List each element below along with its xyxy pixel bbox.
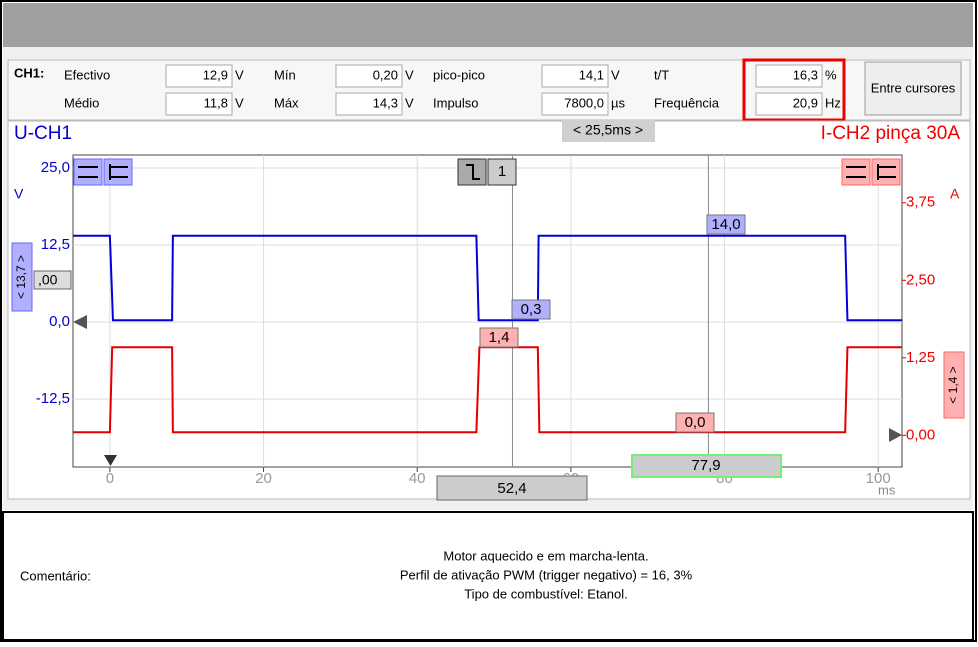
delta-box (562, 120, 655, 142)
readout: 1,4 (489, 329, 510, 346)
comment-line: Motor aquecido e em marcha-lenta. (443, 548, 648, 563)
measure-label: Médio (64, 95, 99, 110)
measure-box (541, 92, 609, 116)
readout: 14,0 (711, 216, 740, 233)
y2-tick-label: 2,50 (906, 271, 935, 288)
readout-box (511, 299, 551, 320)
readout-box (479, 327, 519, 348)
y-tick-label: 0,0 (49, 313, 70, 330)
left-marker-box[interactable] (11, 242, 33, 312)
measure-unit: V (405, 67, 414, 82)
measure-box (541, 64, 609, 88)
measure-value: 20,9 (793, 95, 818, 110)
comment-box (2, 511, 974, 641)
trigger-icon (457, 158, 487, 186)
icon-glyph (78, 164, 128, 180)
icon (73, 158, 103, 186)
highlight-box (742, 58, 846, 122)
y2-tick-label: 3,75 (906, 194, 935, 211)
measure-box (755, 64, 823, 88)
left-marker: < 13,7 > (14, 255, 28, 299)
measure-unit: V (611, 67, 620, 82)
readout: 0,3 (521, 301, 542, 318)
measure-value: 14,1 (579, 67, 604, 82)
measure-label: pico-pico (433, 67, 485, 82)
readout-box (706, 214, 746, 235)
x-tick-label: 40 (409, 470, 426, 487)
measure-value: 12,9 (203, 67, 228, 82)
trace (73, 234, 902, 322)
cursor2-box (631, 454, 782, 478)
readout: 0,0 (685, 414, 706, 431)
trigger-arrow (104, 455, 117, 466)
measure-value: 14,3 (373, 95, 398, 110)
title-bar (3, 3, 973, 47)
y2-tick-label: 1,25 (906, 349, 935, 366)
measure-label: Mín (274, 67, 296, 82)
comment-line: Perfil de ativação PWM (trigger negativo… (400, 567, 693, 582)
x-tick-label: 20 (255, 470, 272, 487)
y-tick-label: 25,0 (41, 159, 70, 176)
icon (871, 158, 901, 186)
offset-label: ,00 (38, 272, 58, 288)
x-tick-label: 0 (106, 470, 114, 487)
measure-value: 0,20 (373, 67, 398, 82)
right-title: I-CH2 pinça 30A (821, 123, 961, 144)
measure-unit: V (405, 95, 414, 110)
trigger-glyph (466, 164, 480, 180)
measure-unit: µs (611, 95, 625, 110)
measure-unit: % (825, 67, 837, 82)
left-title: U-CH1 (14, 123, 72, 144)
measure-box (755, 92, 823, 116)
y-tick-label: 12,5 (41, 236, 70, 253)
trace (73, 346, 902, 434)
x-unit: ms (878, 482, 896, 497)
y2-unit: A (950, 186, 960, 202)
delta-label: < 25,5ms > (573, 122, 643, 138)
measure-unit: V (235, 67, 244, 82)
right-marker-box[interactable] (943, 351, 965, 419)
cursor-label: 52,4 (497, 480, 526, 497)
measure-label: Efectivo (64, 67, 110, 82)
y2-tick-label: 0,00 (906, 426, 935, 443)
measure-label: Máx (274, 95, 299, 110)
zero-arrow (73, 315, 87, 329)
zero2-arrow (889, 428, 902, 442)
measure-label: Frequência (654, 95, 720, 110)
y-tick-label: -12,5 (36, 390, 70, 407)
measure-box (165, 92, 233, 116)
right-marker: < 1,4 > (946, 366, 960, 403)
icon (841, 158, 871, 186)
measure-value: 7800,0 (564, 95, 604, 110)
measure-box (335, 92, 403, 116)
measure-box (165, 64, 233, 88)
readout-box (675, 412, 715, 433)
channel-label: CH1: (14, 65, 44, 80)
cursor-button[interactable] (864, 61, 962, 116)
cursor-label: 77,9 (691, 457, 720, 474)
measure-label: Impulso (433, 95, 479, 110)
x-tick-label: 100 (866, 470, 891, 487)
y-unit: V (14, 186, 24, 202)
measure-unit: V (235, 95, 244, 110)
trigger-box (487, 158, 517, 186)
measure-box (335, 64, 403, 88)
measure-label: t/T (654, 67, 669, 82)
icon (103, 158, 133, 186)
comment-line: Tipo de combustível: Etanol. (464, 586, 628, 601)
measure-value: 11,8 (204, 95, 228, 110)
plot-area (72, 154, 903, 468)
measure-value: 16,3 (793, 67, 818, 82)
cursor-button-label[interactable]: Entre cursores (871, 80, 956, 95)
measure-unit: Hz (825, 95, 841, 110)
comment-label: Comentário: (20, 568, 91, 583)
trigger-channel: 1 (498, 163, 506, 180)
cursor1-box (436, 475, 588, 501)
offset-box (33, 270, 72, 290)
icon-glyph (846, 164, 896, 180)
